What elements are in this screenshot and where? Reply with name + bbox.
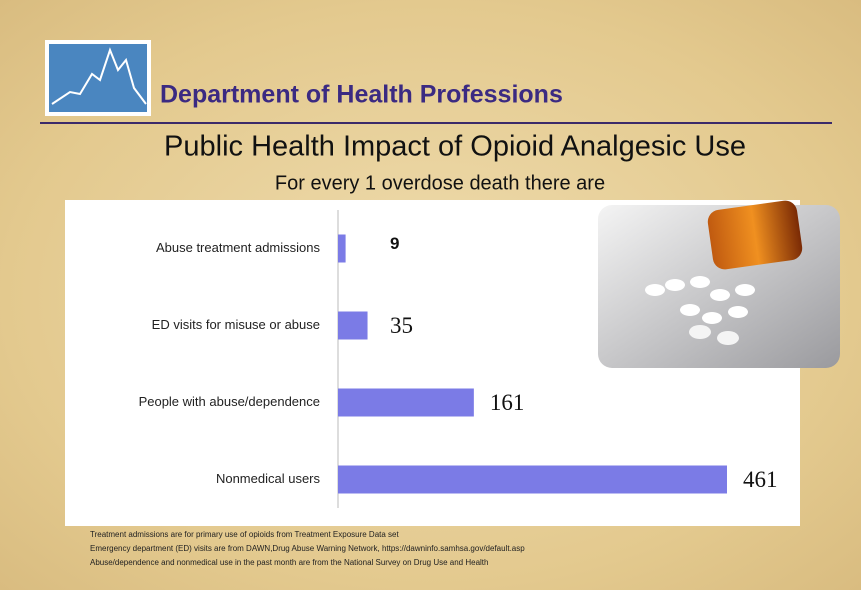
footnote: Abuse/dependence and nonmedical use in t… [90,558,488,567]
value-label: 161 [490,390,525,415]
value-label: 9 [390,234,399,253]
value-label: 461 [743,467,778,492]
footnote: Emergency department (ED) visits are fro… [90,544,525,553]
chart-subtitle: For every 1 overdose death there are [275,172,605,194]
bar [338,235,346,263]
category-label: People with abuse/dependence [139,394,320,409]
header-title: Department of Health Professions [160,81,563,109]
category-label: ED visits for misuse or abuse [152,317,320,332]
chart-title: Public Health Impact of Opioid Analgesic… [164,131,746,163]
bar [338,466,727,494]
bar [338,389,474,417]
value-label: 35 [390,313,413,338]
pill-image [598,199,840,368]
bar [338,312,368,340]
category-label: Nonmedical users [216,471,321,486]
slide: Department of Health Professions Public … [0,0,861,590]
chart: Department of Health Professions Public … [0,0,861,590]
footnote: Treatment admissions are for primary use… [90,530,399,539]
category-label: Abuse treatment admissions [156,240,321,255]
